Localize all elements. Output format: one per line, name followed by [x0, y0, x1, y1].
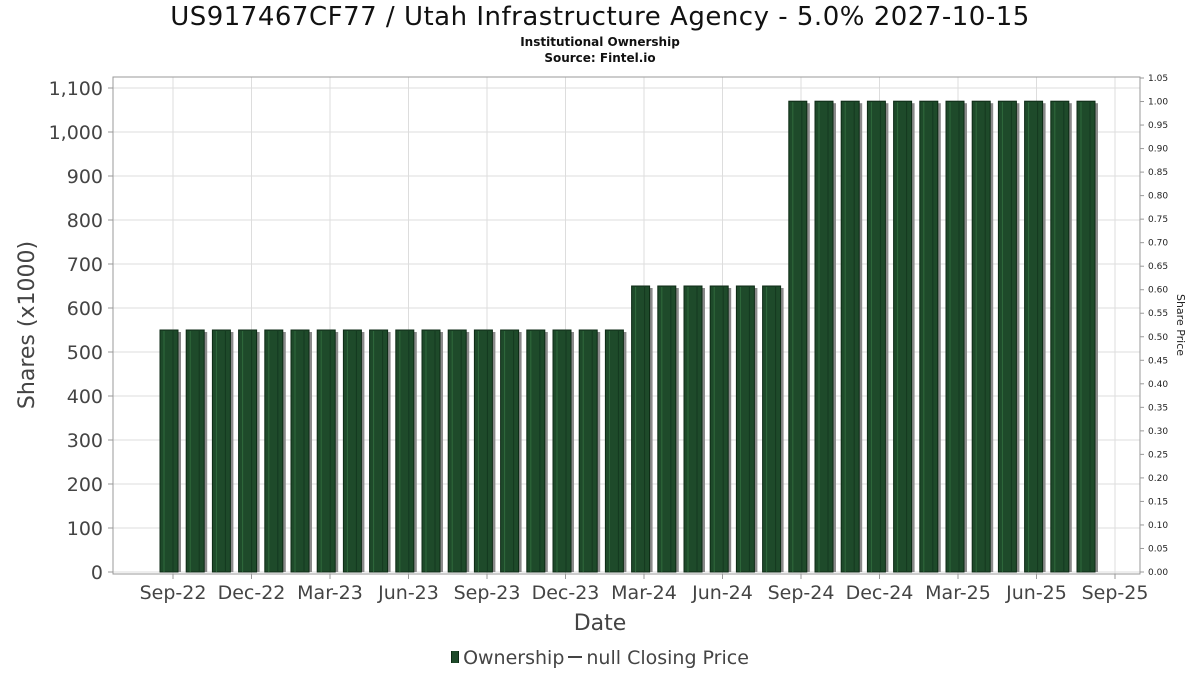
ownership-bar [657, 285, 677, 573]
ownership-bar [342, 329, 362, 573]
y2-tick-label: 0.90 [1148, 145, 1168, 155]
y-tick-label: 900 [67, 166, 103, 188]
ownership-legend-label: Ownership [463, 647, 565, 669]
y-tick-label: 800 [67, 210, 103, 232]
ownership-bar [290, 329, 310, 573]
x-tick-label: Dec-23 [532, 582, 600, 604]
x-tick-label: Dec-24 [846, 582, 914, 604]
y2-tick-label: 0.30 [1148, 427, 1168, 437]
ownership-bar [395, 329, 415, 573]
ownership-bar [500, 329, 520, 573]
ownership-bar [369, 329, 389, 573]
ownership-bar [159, 329, 179, 573]
x-tick-label: Mar-23 [297, 582, 363, 604]
ownership-bar [1076, 100, 1096, 573]
price-legend-label: null Closing Price [586, 647, 749, 669]
x-tick-label: Sep-22 [140, 582, 207, 604]
y2-tick-label: 0.60 [1148, 286, 1168, 296]
ownership-bar [814, 100, 834, 573]
y2-tick-label: 0.40 [1148, 380, 1168, 390]
x-tick-label: Dec-22 [218, 582, 286, 604]
ownership-bar [238, 329, 258, 573]
ownership-bar [473, 329, 493, 573]
y-axis-title: Shares (x1000) [15, 241, 40, 409]
ownership-bar [735, 285, 755, 573]
ownership-bar [631, 285, 651, 573]
y2-tick-label: 0.70 [1148, 239, 1168, 249]
y-tick-label: 300 [67, 430, 103, 452]
ownership-bar [211, 329, 231, 573]
ownership-bar [264, 329, 284, 573]
y2-tick-label: 0.75 [1148, 215, 1168, 225]
ownership-bar [1050, 100, 1070, 573]
bars [159, 100, 1098, 573]
ownership-bar [997, 100, 1017, 573]
x-tick-label: Mar-24 [611, 582, 677, 604]
ownership-bar [552, 329, 572, 573]
y2-tick-label: 0.45 [1148, 356, 1168, 366]
y2-tick-label: 0.10 [1148, 521, 1168, 531]
y2-tick-label: 0.65 [1148, 262, 1168, 272]
ownership-bar [604, 329, 624, 573]
x-tick-label: Jun-25 [1005, 582, 1067, 604]
x-tick-label: Sep-24 [768, 582, 835, 604]
x-tick-label: Jun-23 [377, 582, 439, 604]
y2-tick-label: 0.85 [1148, 168, 1168, 178]
y2-tick-label: 0.05 [1148, 544, 1168, 554]
ownership-bar [919, 100, 939, 573]
y2-axis-title: Share Price [1174, 294, 1187, 356]
y-tick-label: 0 [91, 562, 103, 584]
x-tick-label: Jun-24 [691, 582, 753, 604]
y2-tick-label: 0.80 [1148, 192, 1168, 202]
ownership-bar [866, 100, 886, 573]
y2-tick-label: 0.25 [1148, 450, 1168, 460]
ownership-bar [840, 100, 860, 573]
ownership-bar [945, 100, 965, 573]
ownership-bar [709, 285, 729, 573]
y-tick-label: 500 [67, 342, 103, 364]
y2-tick-label: 0.20 [1148, 474, 1168, 484]
x-axis-title: Date [574, 611, 627, 636]
ownership-bar [526, 329, 546, 573]
ownership-bar [893, 100, 913, 573]
y-tick-label: 1,000 [49, 122, 103, 144]
y-tick-label: 600 [67, 298, 103, 320]
y-tick-label: 1,100 [49, 78, 103, 100]
x-tick-label: Mar-25 [925, 582, 991, 604]
chart-subtitle: Institutional Ownership [520, 35, 680, 49]
y2-tick-label: 0.35 [1148, 403, 1168, 413]
plot-area [112, 76, 1141, 575]
ownership-bar [578, 329, 598, 573]
ownership-bar [971, 100, 991, 573]
axes: 0 100 200 300 400 500 600 700 800 900 1,000 1,100 0.… [49, 74, 1169, 604]
y-tick-label: 700 [67, 254, 103, 276]
ownership-bar [762, 285, 782, 573]
price-legend-swatch [568, 656, 583, 658]
ownership-bar [316, 329, 336, 573]
chart-title: US917467CF77 / Utah Infrastructure Agenc… [170, 2, 1030, 32]
y-tick-label: 200 [67, 474, 103, 496]
y2-tick-label: 0.95 [1148, 121, 1168, 131]
y2-tick-label: 0.55 [1148, 309, 1168, 319]
chart-source: Source: Fintel.io [544, 51, 656, 65]
y2-tick-label: 1.00 [1148, 98, 1168, 108]
y-tick-label: 100 [67, 518, 103, 540]
ownership-bar [1024, 100, 1044, 573]
ownership-bar [185, 329, 205, 573]
y2-tick-label: 0.50 [1148, 333, 1168, 343]
ownership-bar [447, 329, 467, 573]
ownership-legend-swatch [451, 651, 460, 663]
ownership-bar [421, 329, 441, 573]
legend: Ownership null Closing Price [0, 647, 1200, 669]
x-tick-label: Sep-23 [454, 582, 521, 604]
ownership-bar [683, 285, 703, 573]
y2-tick-label: 0.00 [1148, 568, 1168, 578]
y2-tick-label: 0.15 [1148, 497, 1168, 507]
ownership-bar [788, 100, 808, 573]
y2-tick-label: 1.05 [1148, 74, 1168, 84]
x-tick-label: Sep-25 [1082, 582, 1149, 604]
y-tick-label: 400 [67, 386, 103, 408]
